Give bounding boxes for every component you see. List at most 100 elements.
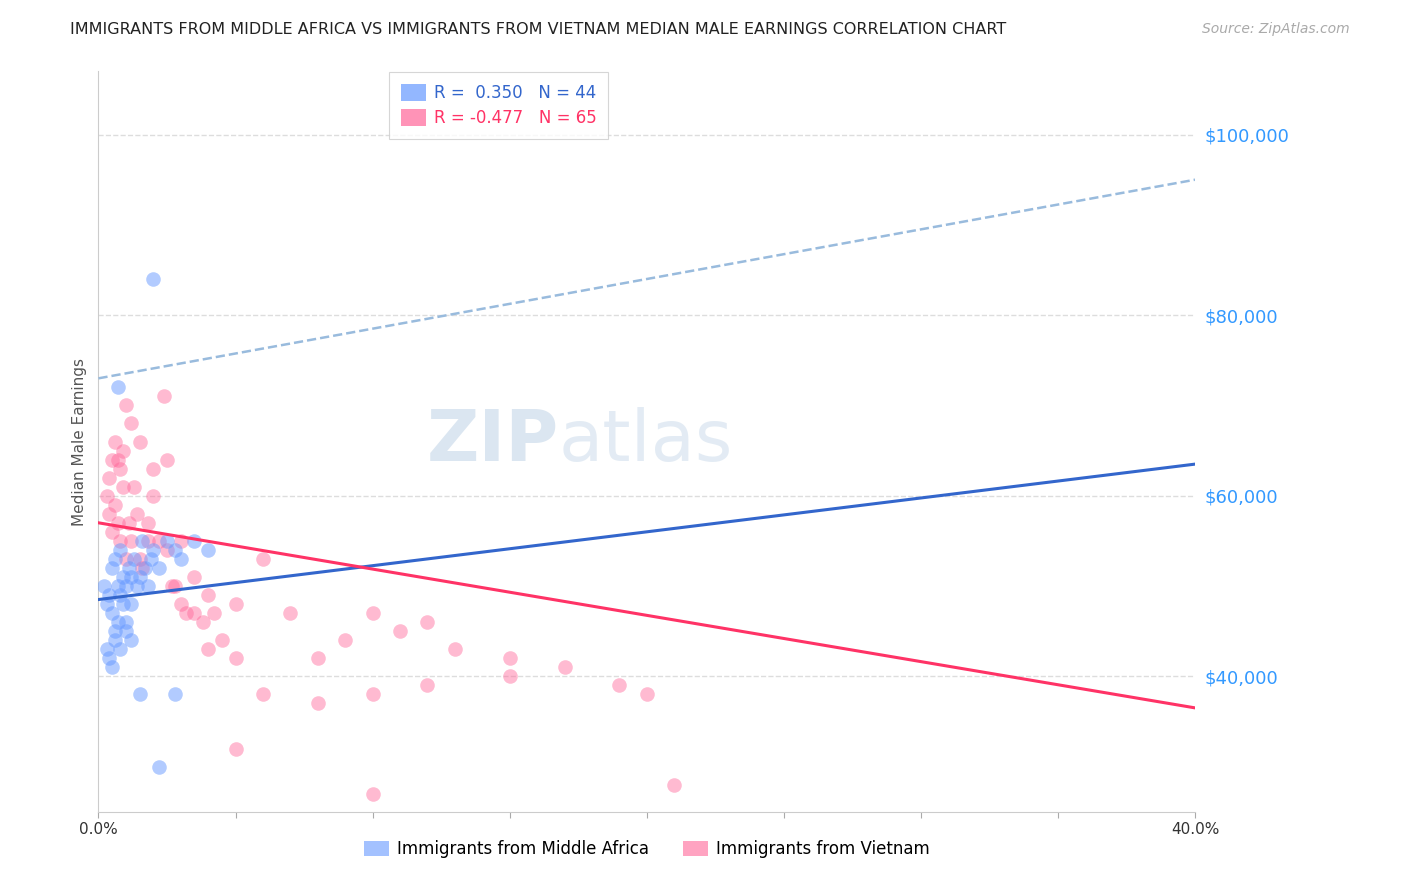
Point — [664, 778, 686, 792]
Point — [389, 624, 412, 639]
Point — [104, 498, 127, 512]
Point — [101, 524, 124, 539]
Y-axis label: Median Male Earnings: Median Male Earnings — [72, 358, 87, 525]
Point — [170, 597, 193, 611]
Point — [107, 516, 129, 530]
Point — [120, 417, 142, 431]
Point — [120, 570, 142, 584]
Point — [361, 687, 384, 701]
Point — [104, 624, 127, 639]
Point — [96, 597, 118, 611]
Point — [136, 533, 159, 548]
Point — [153, 389, 176, 403]
Point — [104, 434, 127, 449]
Point — [156, 452, 179, 467]
Point — [93, 579, 115, 593]
Point — [136, 579, 159, 593]
Point — [110, 542, 132, 557]
Point — [125, 507, 148, 521]
Point — [110, 588, 132, 602]
Point — [104, 633, 127, 648]
Point — [101, 452, 124, 467]
Point — [499, 651, 522, 665]
Point — [148, 759, 170, 773]
Point — [170, 533, 193, 548]
Point — [280, 606, 302, 620]
Point — [252, 552, 274, 566]
Point — [101, 561, 124, 575]
Point — [112, 443, 135, 458]
Point — [225, 741, 247, 756]
Point — [307, 651, 329, 665]
Point — [139, 552, 162, 566]
Point — [197, 642, 219, 657]
Point — [197, 588, 219, 602]
Point — [131, 533, 153, 548]
Point — [115, 624, 138, 639]
Point — [98, 651, 121, 665]
Point — [148, 561, 170, 575]
Point — [636, 687, 658, 701]
Point — [131, 561, 153, 575]
Point — [142, 272, 165, 286]
Point — [165, 687, 187, 701]
Point — [112, 570, 135, 584]
Point — [98, 588, 121, 602]
Point — [115, 399, 138, 413]
Point — [115, 615, 138, 629]
Point — [148, 533, 170, 548]
Text: ZIP: ZIP — [427, 407, 560, 476]
Point — [128, 434, 150, 449]
Point — [609, 678, 631, 692]
Point — [122, 480, 145, 494]
Point — [96, 489, 118, 503]
Point — [128, 687, 150, 701]
Point — [211, 633, 233, 648]
Point — [120, 597, 142, 611]
Point — [165, 579, 187, 593]
Point — [96, 642, 118, 657]
Point — [183, 570, 205, 584]
Point — [115, 579, 138, 593]
Point — [361, 606, 384, 620]
Point — [107, 380, 129, 394]
Point — [107, 579, 129, 593]
Point — [499, 669, 522, 683]
Point — [416, 678, 439, 692]
Point — [191, 615, 214, 629]
Point — [225, 597, 247, 611]
Point — [117, 516, 139, 530]
Point — [156, 533, 179, 548]
Point — [134, 561, 156, 575]
Point — [361, 787, 384, 801]
Legend: Immigrants from Middle Africa, Immigrants from Vietnam: Immigrants from Middle Africa, Immigrant… — [356, 831, 938, 866]
Text: IMMIGRANTS FROM MIDDLE AFRICA VS IMMIGRANTS FROM VIETNAM MEDIAN MALE EARNINGS CO: IMMIGRANTS FROM MIDDLE AFRICA VS IMMIGRA… — [70, 22, 1007, 37]
Point — [156, 542, 179, 557]
Point — [101, 660, 124, 674]
Text: atlas: atlas — [560, 407, 734, 476]
Point — [107, 452, 129, 467]
Point — [107, 615, 129, 629]
Point — [183, 606, 205, 620]
Point — [444, 642, 467, 657]
Point — [142, 489, 165, 503]
Point — [183, 533, 205, 548]
Point — [174, 606, 197, 620]
Point — [125, 579, 148, 593]
Point — [101, 606, 124, 620]
Point — [225, 651, 247, 665]
Point — [117, 561, 139, 575]
Point — [162, 579, 184, 593]
Point — [110, 533, 132, 548]
Point — [252, 687, 274, 701]
Point — [115, 552, 138, 566]
Point — [554, 660, 576, 674]
Point — [110, 642, 132, 657]
Point — [120, 633, 142, 648]
Text: Source: ZipAtlas.com: Source: ZipAtlas.com — [1202, 22, 1350, 37]
Point — [112, 480, 135, 494]
Point — [112, 597, 135, 611]
Point — [122, 552, 145, 566]
Point — [307, 697, 329, 711]
Point — [197, 542, 219, 557]
